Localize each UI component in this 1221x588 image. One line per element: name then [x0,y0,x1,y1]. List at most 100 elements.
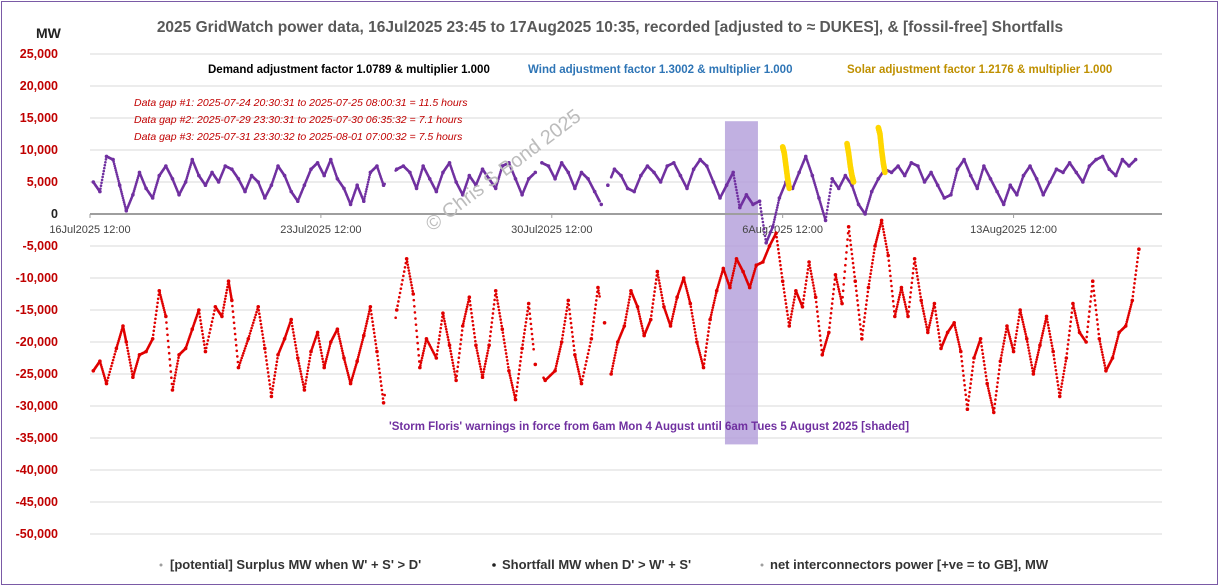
trace-dot [308,359,311,363]
trace-dot [886,251,889,254]
trace-dot [955,331,958,334]
trace-dot [1052,357,1056,361]
trace-dot [695,337,698,341]
trace-dot [512,388,515,392]
trace-dot [706,334,710,337]
trace-dot [459,342,462,346]
trace-dot [824,215,828,219]
data-point [728,285,732,290]
trace-dot [866,294,869,298]
trace-dot [250,326,253,330]
trace-dot [968,386,972,390]
trace-dot [707,326,711,329]
trace-dot [483,365,487,368]
trace-dot [1087,315,1091,318]
trace-dot [245,342,248,345]
trace-dot [1136,256,1140,260]
trace-dot [872,255,875,258]
trace-dot [558,347,562,351]
trace-dot [201,332,204,336]
trace-dot [1010,343,1014,347]
trace-dot [789,318,792,322]
trace-dot [1040,334,1044,337]
trace-dot [529,322,533,326]
trace-dot [509,379,513,382]
trace-dot [1095,318,1099,321]
trace-dot [878,225,882,229]
trace-dot [163,310,167,314]
trace-dot [806,271,809,275]
trace-dot [785,306,788,309]
trace-dot [298,367,302,370]
trace-dot [641,327,644,330]
data-point [906,314,910,319]
trace-dot [652,294,656,297]
trace-dot [502,334,505,338]
trace-dot [1124,322,1128,326]
trace-dot [198,315,202,319]
trace-dot [471,323,475,327]
trace-dot [242,349,246,353]
trace-dot [122,198,125,202]
trace-dot [506,362,510,366]
trace-dot [174,371,178,374]
trace-dot [1074,316,1078,320]
trace-dot [482,367,486,371]
trace-dot [1047,326,1051,330]
trace-dot [565,306,569,309]
trace-dot [521,343,524,346]
trace-dot [659,290,663,294]
trace-dot [929,316,933,320]
trace-dot [901,293,905,297]
trace-dot [104,160,107,164]
trace-dot [789,315,793,319]
trace-dot [319,345,322,349]
trace-dot [989,396,992,400]
trace-dot [254,313,258,317]
trace-dot [444,325,447,328]
trace-dot [733,179,737,183]
trace-dot [409,280,413,284]
trace-dot [110,361,114,365]
trace-dot [956,335,959,339]
trace-dot [101,172,105,176]
trace-dot [253,316,257,319]
trace-dot [501,331,505,334]
trace-dot [492,307,495,311]
trace-dot [173,374,177,377]
trace-dot [955,172,958,175]
trace-dot [938,335,941,339]
trace-dot [1060,385,1063,389]
trace-dot [952,180,956,184]
trace-dot [497,305,500,309]
trace-dot [175,368,178,371]
trace-dot [885,248,889,252]
trace-dot [557,355,560,358]
trace-dot [293,337,296,341]
trace-dot [639,319,643,323]
trace-dot [874,242,877,246]
trace-dot [861,333,864,336]
trace-dot [339,342,342,345]
trace-dot [275,360,279,364]
data-point [418,365,422,370]
trace-dot [925,325,929,329]
trace-dot [585,359,588,363]
trace-dot [1112,352,1115,356]
trace-dot [952,182,955,186]
trace-dot [379,380,383,383]
trace-dot [803,286,807,290]
trace-dot [173,376,176,380]
y-tick-label: 10,000 [20,143,58,157]
trace-dot [968,390,971,394]
trace-dot [691,315,694,318]
trace-dot [1006,328,1010,332]
trace-dot [106,379,109,382]
trace-dot [1101,353,1104,357]
data-point [474,343,478,348]
trace-dot [911,276,914,280]
trace-dot [291,327,295,331]
trace-dot [758,203,762,206]
trace-dot [849,243,853,247]
trace-dot [591,328,594,332]
